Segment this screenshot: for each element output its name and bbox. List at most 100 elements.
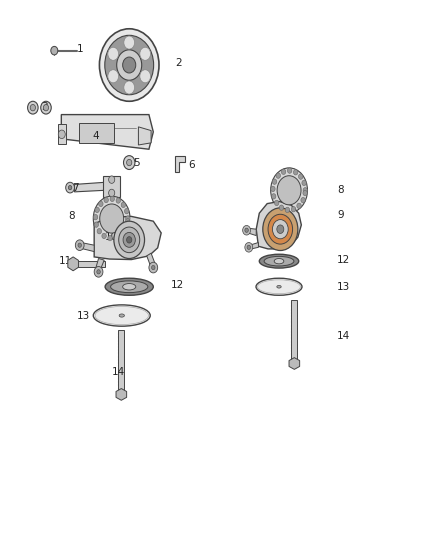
Circle shape [140,70,151,83]
Polygon shape [79,243,94,252]
Circle shape [243,225,251,235]
Text: 4: 4 [92,131,99,141]
Text: 9: 9 [337,211,344,220]
Text: 12: 12 [337,255,350,265]
Ellipse shape [277,286,281,288]
Circle shape [93,196,130,241]
Circle shape [291,206,296,212]
Circle shape [28,101,38,114]
Polygon shape [147,253,155,268]
Circle shape [126,216,130,221]
Circle shape [99,201,103,207]
Ellipse shape [258,280,300,294]
Circle shape [268,214,293,244]
Text: 14: 14 [337,331,350,341]
Circle shape [287,168,292,173]
Bar [79,123,114,143]
Circle shape [66,182,74,193]
Circle shape [105,35,154,95]
Polygon shape [61,115,153,149]
Circle shape [109,189,115,197]
Circle shape [116,198,120,203]
Circle shape [301,197,305,203]
Ellipse shape [119,314,124,317]
Text: 6: 6 [188,160,195,170]
Circle shape [68,185,72,190]
Polygon shape [116,389,127,400]
Circle shape [108,236,112,241]
Circle shape [114,221,145,259]
Circle shape [272,220,288,239]
Circle shape [124,36,134,49]
Circle shape [43,104,49,111]
Text: 3: 3 [42,102,48,111]
Circle shape [94,266,103,277]
Polygon shape [246,228,256,236]
Circle shape [272,179,277,184]
Circle shape [275,200,279,206]
Circle shape [152,265,155,270]
Text: 7: 7 [72,183,79,193]
Text: 1: 1 [77,44,83,54]
Circle shape [279,205,284,211]
Text: 8: 8 [68,211,74,221]
Circle shape [75,240,84,251]
Circle shape [271,168,307,213]
Circle shape [247,245,251,249]
Ellipse shape [95,306,148,325]
Circle shape [277,225,284,233]
Circle shape [271,186,275,191]
Polygon shape [256,201,301,249]
Ellipse shape [123,284,136,290]
Polygon shape [74,182,105,192]
Circle shape [97,270,100,274]
Ellipse shape [256,278,302,295]
Circle shape [109,176,115,183]
Bar [291,300,297,364]
Circle shape [114,235,118,240]
Circle shape [108,47,119,60]
Circle shape [102,233,106,239]
Circle shape [303,188,307,193]
Ellipse shape [110,281,148,293]
Text: 11: 11 [59,256,72,266]
Circle shape [124,156,135,169]
Ellipse shape [274,259,284,264]
Circle shape [41,101,51,114]
Text: 10: 10 [105,232,118,242]
Circle shape [94,222,99,227]
Polygon shape [289,358,300,369]
Polygon shape [175,156,185,172]
Circle shape [117,50,142,80]
Circle shape [140,47,151,60]
Circle shape [108,70,119,83]
Circle shape [281,169,286,174]
Circle shape [124,81,134,94]
Text: 14: 14 [112,367,125,376]
Text: 8: 8 [337,185,344,195]
Circle shape [124,208,129,214]
Circle shape [110,196,114,201]
Text: 13: 13 [337,282,350,292]
Circle shape [95,207,99,213]
Circle shape [293,169,298,175]
Polygon shape [138,127,151,145]
Circle shape [120,231,124,237]
Circle shape [277,176,301,205]
Ellipse shape [105,278,153,295]
Circle shape [97,229,102,234]
Circle shape [272,193,276,199]
Text: 12: 12 [171,280,184,290]
Circle shape [299,174,303,179]
Polygon shape [94,216,161,260]
Circle shape [127,237,132,243]
Circle shape [245,228,248,232]
Circle shape [303,190,307,196]
Circle shape [93,214,98,220]
Circle shape [58,130,65,139]
Circle shape [149,262,158,273]
Ellipse shape [259,254,299,268]
Circle shape [285,207,290,213]
Circle shape [263,208,298,251]
Circle shape [121,202,126,207]
